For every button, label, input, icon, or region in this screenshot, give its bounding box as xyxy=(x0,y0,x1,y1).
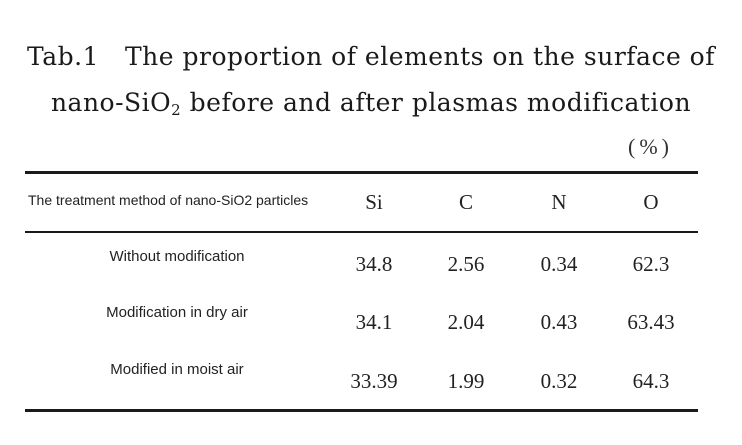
cell-o: 63.43 xyxy=(627,310,675,334)
cell-c: 2.56 xyxy=(447,252,485,276)
caption-text-line-1: The proportion of elements on the surfac… xyxy=(124,42,715,71)
unit-label: (%) xyxy=(628,134,673,159)
cell-si: 34.8 xyxy=(355,252,393,276)
cell-n: 0.43 xyxy=(540,310,578,334)
header-c: C xyxy=(458,190,473,214)
row-method-label: Modification in dry air xyxy=(106,304,248,321)
cell-n: 0.34 xyxy=(540,252,578,276)
table-header-rule xyxy=(25,231,698,233)
row-method-label: Without modification xyxy=(109,248,245,265)
header-o: O xyxy=(643,190,659,214)
cell-c: 1.99 xyxy=(447,369,485,393)
table-caption-line-1: Tab.1 The proportion of elements on the s… xyxy=(0,42,742,71)
header-si: Si xyxy=(365,190,383,214)
cell-o: 64.3 xyxy=(632,369,670,393)
row-method-label: Modified in moist air xyxy=(110,361,244,378)
table-bottom-rule xyxy=(25,409,698,412)
cell-c: 2.04 xyxy=(447,310,485,334)
header-n: N xyxy=(551,190,567,214)
table-top-rule xyxy=(25,171,698,174)
caption-prefix: nano-SiO xyxy=(50,88,172,117)
cell-o: 62.3 xyxy=(632,252,670,276)
caption-suffix: before and after plasmas modification xyxy=(181,88,692,117)
header-treatment-method: The treatment method of nano-SiO2 partic… xyxy=(28,192,309,208)
table-number: Tab.1 xyxy=(26,42,99,71)
cell-si: 34.1 xyxy=(355,310,393,334)
table-caption-line-2: nano-SiO2 before and after plasmas modif… xyxy=(0,88,742,119)
cell-n: 0.32 xyxy=(540,369,578,393)
cell-si: 33.39 xyxy=(350,369,398,393)
caption-subscript: 2 xyxy=(171,101,182,119)
